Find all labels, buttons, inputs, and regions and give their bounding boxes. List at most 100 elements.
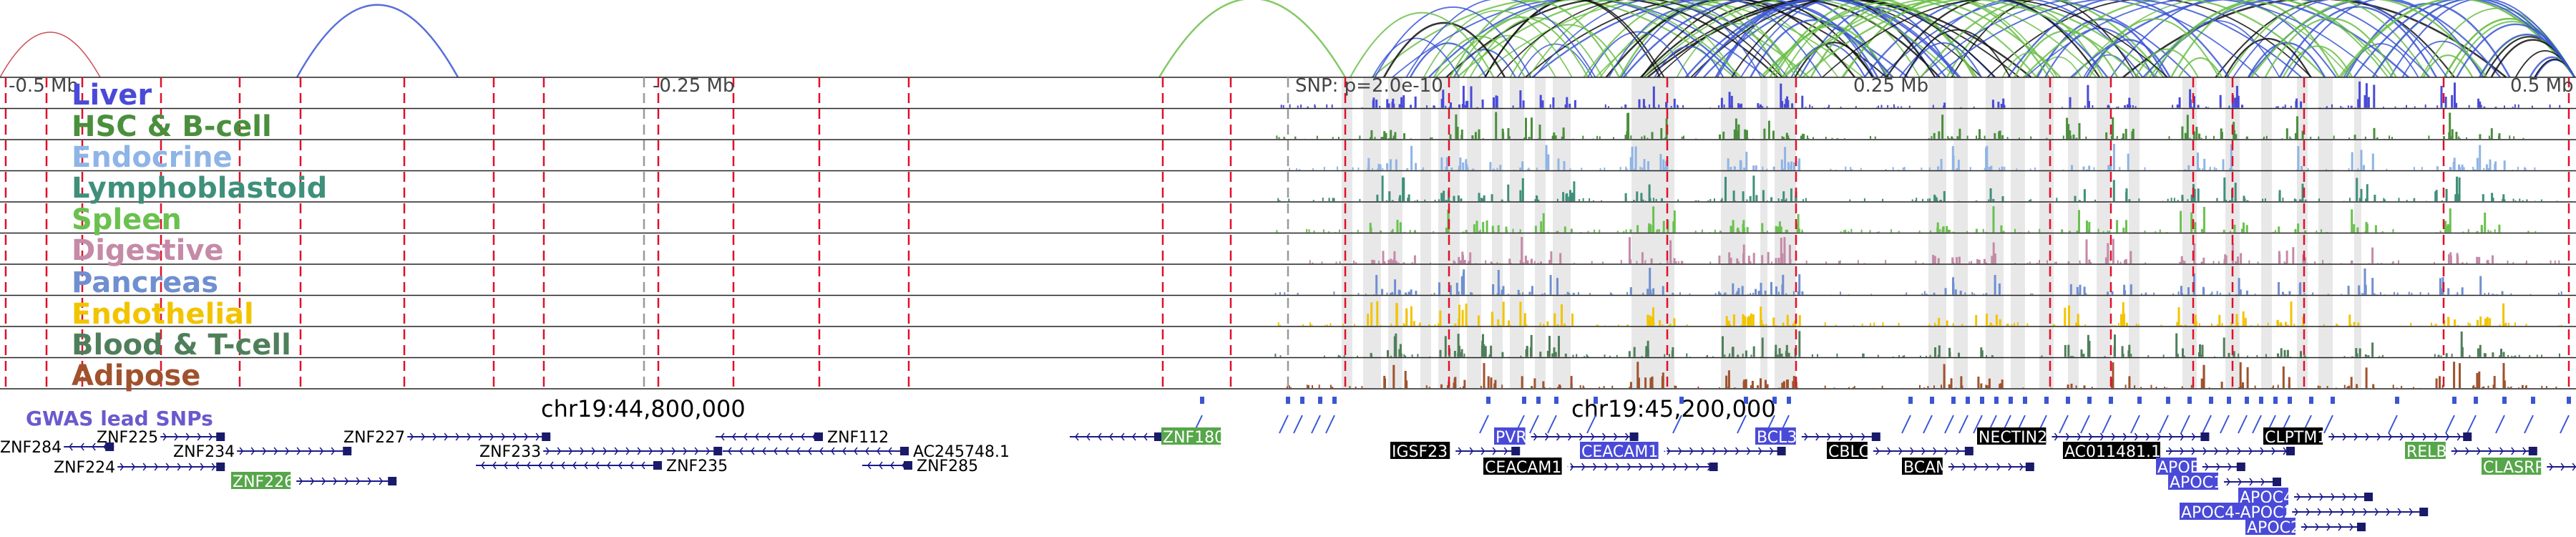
track-label-pancreas: Pancreas — [72, 266, 218, 299]
gene-znf180[interactable]: ZNF180 — [1070, 427, 1224, 447]
signal-peak — [1641, 252, 1644, 263]
gene-ac245748-1[interactable]: AC245748.1 — [723, 443, 1010, 461]
signal-noise — [2492, 294, 2494, 295]
signal-peak — [2357, 322, 2360, 326]
strand-chevron — [455, 432, 460, 441]
signal-noise — [1642, 292, 1644, 295]
strand-chevron — [1545, 432, 1549, 441]
gene-znf285[interactable]: ZNF285 — [862, 458, 978, 475]
signal-noise — [1875, 107, 1878, 108]
signal-noise — [1414, 200, 1416, 201]
signal-noise — [2549, 105, 2551, 108]
signal-peak — [2200, 228, 2203, 233]
signal-peak — [2303, 257, 2306, 263]
signal-noise — [1927, 198, 1929, 201]
signal-noise — [2517, 166, 2519, 170]
signal-noise — [1530, 260, 1532, 263]
gene-znf233[interactable]: ZNF233 — [479, 443, 723, 461]
gene-clptm1[interactable]: CLPTM1 — [2263, 427, 2472, 447]
gene-znf112[interactable]: ZNF112 — [716, 429, 889, 447]
gene-label-background — [2482, 458, 2542, 475]
signal-noise — [2487, 229, 2489, 233]
signal-peak — [1665, 103, 1668, 108]
gene-nectin2[interactable]: NECTIN2 — [1977, 427, 2210, 447]
signal-peak — [1415, 291, 1418, 295]
strand-chevron — [1604, 463, 1609, 471]
gene-znf284[interactable]: ZNF284 — [0, 439, 114, 457]
gene-pvr[interactable]: PVR — [1494, 427, 1639, 447]
gene-znf235[interactable]: ZNF235 — [476, 458, 728, 475]
signal-peak — [1626, 131, 1629, 139]
signal-peak — [1636, 191, 1639, 201]
signal-noise — [1845, 229, 1847, 233]
signal-noise — [1898, 355, 1900, 357]
gene-bcam[interactable]: BCAM — [1902, 458, 2034, 477]
gene-cblc[interactable]: CBLC — [1827, 442, 1974, 461]
signal-peak — [2124, 290, 2127, 295]
gene-znf234[interactable]: ZNF234 — [173, 443, 352, 461]
exon-block — [1777, 447, 1786, 455]
signal-peak — [1568, 103, 1571, 108]
signal-noise — [1542, 387, 1544, 388]
peaks-track-3 — [1277, 175, 2558, 201]
signal-peak — [2288, 291, 2291, 295]
gene-relb[interactable]: RELB — [2405, 442, 2537, 461]
signal-noise — [1620, 260, 1622, 263]
signal-noise — [1765, 324, 1767, 326]
signal-peak — [2476, 256, 2479, 263]
gene-znf226[interactable]: ZNF226 — [231, 472, 397, 491]
signal-peak — [1719, 134, 1721, 139]
signal-noise — [1496, 168, 1498, 170]
signal-peak — [2439, 376, 2441, 388]
signal-peak — [2223, 229, 2225, 233]
signal-peak — [1749, 261, 1752, 263]
signal-noise — [1578, 292, 1579, 295]
signal-peak — [1477, 315, 1480, 326]
gene-ceacam16[interactable]: CEACAM16 — [1580, 442, 1786, 461]
interaction-arc — [2372, 0, 2576, 78]
signal-noise — [1677, 105, 1679, 108]
signal-peak — [1660, 127, 1663, 139]
signal-noise — [1280, 105, 1282, 108]
gene-igsf23[interactable]: IGSF23 — [1390, 442, 1521, 461]
peaks-track-1 — [1276, 112, 2524, 139]
signal-peak — [1381, 175, 1384, 201]
strand-chevron — [2306, 508, 2311, 516]
strand-chevron — [432, 432, 437, 441]
gene-znf227[interactable]: ZNF227 — [343, 429, 551, 447]
signal-peak — [2193, 188, 2196, 201]
signal-peak — [1724, 292, 1727, 295]
signal-peak — [2067, 261, 2070, 263]
peaks-track-0 — [1280, 81, 2561, 108]
signal-noise — [1982, 228, 1984, 233]
signal-noise — [2514, 104, 2516, 108]
signal-noise — [1330, 384, 1332, 388]
strand-chevron — [2054, 432, 2059, 441]
gene-znf225[interactable]: ZNF225 — [97, 429, 225, 447]
signal-noise — [2419, 292, 2421, 295]
signal-peak — [1775, 286, 1777, 295]
gene-apoc2[interactable]: APOC2 — [2245, 518, 2366, 537]
interaction-arc — [1643, 0, 1956, 78]
strand-chevron — [867, 461, 872, 470]
interaction-arc — [2278, 6, 2437, 78]
signal-peak — [2448, 224, 2451, 233]
gene-apoc1[interactable]: APOC1 — [2168, 473, 2281, 492]
signal-noise — [1902, 167, 1904, 170]
signal-noise — [1621, 106, 1623, 108]
gene-apoc4-apoc2[interactable]: APOC4-APOC2 — [2180, 503, 2429, 522]
signal-noise — [2326, 386, 2328, 388]
signal-noise — [2295, 137, 2297, 139]
signal-peak — [1782, 274, 1785, 295]
signal-noise — [2466, 137, 2467, 139]
gene-clasrp[interactable]: CLASRP — [2482, 458, 2576, 477]
signal-peak — [1457, 195, 1460, 201]
gene-bcl3[interactable]: BCL3 — [1755, 427, 1880, 447]
gene-ac011481-1[interactable]: AC011481.1 — [2063, 442, 2295, 461]
signal-noise — [2487, 385, 2489, 388]
signal-noise — [1428, 324, 1430, 326]
gene-znf224[interactable]: ZNF224 — [54, 459, 225, 477]
gene-ceacam19[interactable]: CEACAM19 — [1483, 458, 1718, 477]
signal-noise — [1658, 229, 1660, 233]
signal-peak — [1534, 226, 1537, 233]
